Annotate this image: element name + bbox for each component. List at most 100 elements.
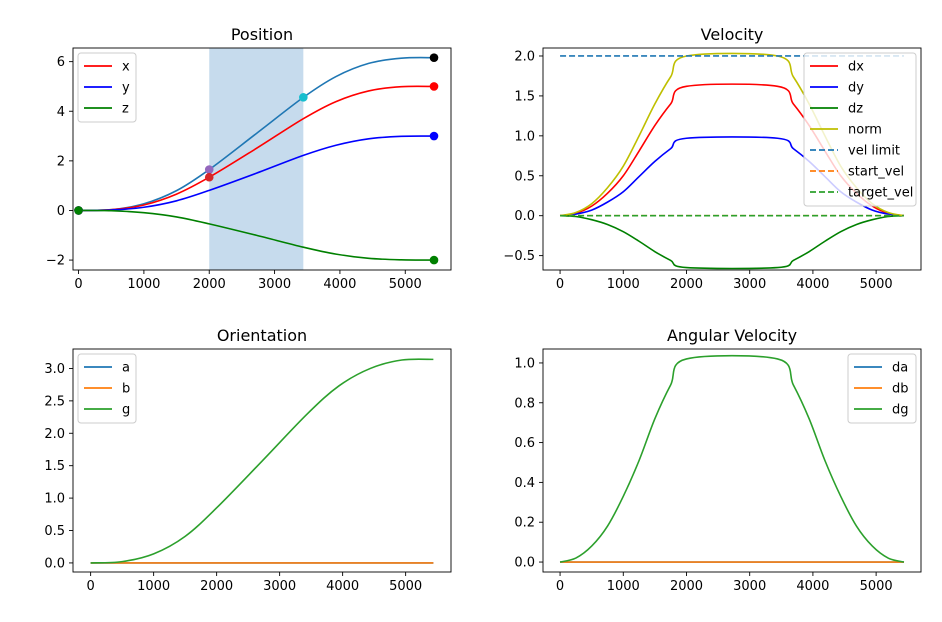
y-tick-label: 1.0 xyxy=(44,492,65,507)
waypoint-marker xyxy=(204,165,214,174)
x-tick-label: 5000 xyxy=(860,277,893,292)
legend-label: g xyxy=(122,403,130,418)
y-tick-label: 0.5 xyxy=(514,169,535,184)
legend-label: start_vel xyxy=(848,165,904,180)
x-tick-label: 1000 xyxy=(127,277,160,292)
series-line-g xyxy=(90,358,434,564)
y-tick-label: 1.5 xyxy=(44,459,65,474)
y-tick-label: 0.0 xyxy=(44,556,65,571)
position-panel: Position 0 1000 2000 3000 4000 5000 −2 0 2 4 6 xyz xyxy=(46,25,452,292)
x-tick-label: 1000 xyxy=(137,579,170,594)
legend-label: y xyxy=(122,81,130,96)
y-tick-label: 2.0 xyxy=(44,427,65,442)
series-line-x xyxy=(78,85,435,212)
y-tick-label: 6 xyxy=(57,55,65,70)
axes-frame xyxy=(542,47,922,271)
shaded-region xyxy=(209,48,304,270)
waypoint-marker xyxy=(429,82,439,91)
plot-area xyxy=(559,354,905,563)
legend: dx dy dz norm vel limit start_vel target_vel xyxy=(803,52,917,207)
legend-label: vel limit xyxy=(848,144,900,159)
series-line-dg xyxy=(559,354,905,563)
waypoint-marker xyxy=(429,131,439,141)
y-tick-label: 2.5 xyxy=(44,394,65,409)
legend-label: dy xyxy=(848,81,864,96)
x-tick-label: 0 xyxy=(556,277,564,292)
axes-frame xyxy=(72,348,452,573)
y-tick-label: 0.0 xyxy=(514,556,535,571)
panel-title: Velocity xyxy=(701,25,764,44)
plot-area xyxy=(78,56,435,261)
series-line-y xyxy=(78,135,435,212)
y-tick-label: 0 xyxy=(57,204,65,219)
waypoint-marker xyxy=(299,93,308,102)
legend-label: db xyxy=(892,382,909,397)
waypoint-marker xyxy=(429,53,439,62)
y-tick-label: 4 xyxy=(57,105,65,120)
y-tick-label: −0.5 xyxy=(503,249,535,264)
y-tick-label: 3.0 xyxy=(44,362,65,377)
y-tick-label: 0.6 xyxy=(514,436,535,451)
x-tick-label: 0 xyxy=(74,277,82,292)
legend-label: norm xyxy=(848,123,882,138)
panel-title: Orientation xyxy=(217,326,307,345)
orientation-panel: Orientation 0 1000 2000 3000 4000 5000 0.0 0.5 1.… xyxy=(44,326,452,594)
x-tick-label: 5000 xyxy=(389,579,422,594)
waypoint-marker xyxy=(204,172,214,182)
legend-label: z xyxy=(122,102,129,117)
x-tick-label: 0 xyxy=(86,579,94,594)
y-tick-label: 0.8 xyxy=(514,396,535,411)
legend-label: dx xyxy=(848,60,864,75)
x-tick-label: 0 xyxy=(556,579,564,594)
y-tick-label: 1.0 xyxy=(514,356,535,371)
x-tick-label: 5000 xyxy=(389,277,422,292)
x-tick-label: 4000 xyxy=(796,277,829,292)
legend: abg xyxy=(77,353,137,424)
y-tick-label: 1.0 xyxy=(514,129,535,144)
legend-label: dz xyxy=(848,102,863,117)
legend-label: da xyxy=(892,361,908,376)
x-tick-label: 1000 xyxy=(607,277,640,292)
x-tick-label: 2000 xyxy=(670,579,703,594)
series-line-z xyxy=(78,209,435,261)
y-tick-label: 2 xyxy=(57,154,65,169)
y-tick-label: 1.5 xyxy=(514,89,535,104)
y-tick-label: 0.0 xyxy=(514,209,535,224)
x-tick-label: 3000 xyxy=(733,579,766,594)
legend: xyz xyxy=(77,52,137,123)
axes-frame xyxy=(72,47,452,271)
x-tick-label: 1000 xyxy=(607,579,640,594)
x-tick-label: 3000 xyxy=(733,277,766,292)
waypoint-marker xyxy=(429,255,439,265)
series-line-dz xyxy=(560,214,904,270)
legend-label: x xyxy=(122,60,130,75)
legend-label: target_vel xyxy=(848,186,913,201)
legend: da db dg xyxy=(847,353,917,424)
plot-area xyxy=(90,358,434,564)
x-tick-label: 4000 xyxy=(326,579,359,594)
legend-label: dg xyxy=(892,403,909,418)
x-tick-label: 3000 xyxy=(258,277,291,292)
panel-title: Position xyxy=(231,25,293,44)
x-tick-label: 3000 xyxy=(263,579,296,594)
x-tick-label: 2000 xyxy=(670,277,703,292)
axes-frame xyxy=(542,348,922,573)
legend-label: b xyxy=(122,382,130,397)
x-tick-label: 2000 xyxy=(200,579,233,594)
y-tick-label: 0.2 xyxy=(514,516,535,531)
x-tick-label: 5000 xyxy=(860,579,893,594)
legend-label: a xyxy=(122,361,130,376)
y-tick-label: 0.5 xyxy=(44,524,65,539)
legend-box xyxy=(803,52,917,207)
y-tick-label: −2 xyxy=(46,254,65,269)
panel-title: Angular Velocity xyxy=(667,326,797,345)
y-tick-label: 2.0 xyxy=(514,49,535,64)
y-tick-label: 0.4 xyxy=(514,476,535,491)
x-tick-label: 4000 xyxy=(323,277,356,292)
angular-velocity-panel: Angular Velocity 0 1000 2000 3000 4000 5000 0.0… xyxy=(514,326,922,594)
waypoint-marker xyxy=(74,206,83,215)
x-tick-label: 2000 xyxy=(193,277,226,292)
x-tick-label: 4000 xyxy=(796,579,829,594)
velocity-panel: Velocity 0 1000 2000 3000 4000 5000 −0.5 0.0 0.5 1… xyxy=(503,25,922,292)
